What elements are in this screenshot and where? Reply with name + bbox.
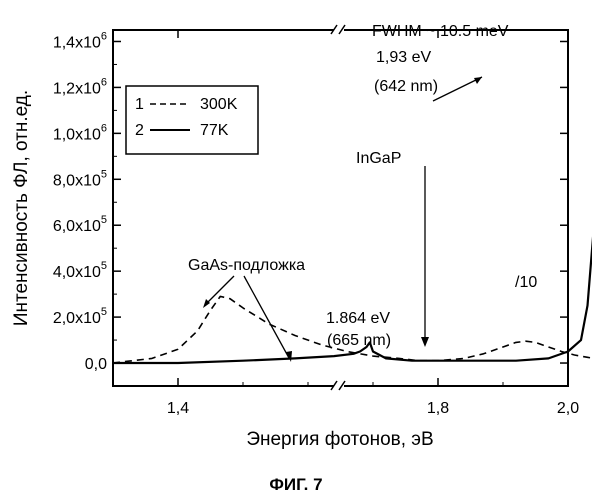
arrow-to-main-peak (433, 77, 482, 101)
y-tick-label: 8,0x105 (53, 168, 107, 189)
y-tick-label: 1,0x106 (53, 122, 107, 143)
legend: 1 300K 2 77K (126, 86, 258, 154)
y-tick-exponent: 6 (101, 122, 107, 134)
arrow-to-gaas-300k (205, 276, 234, 305)
y-tick-exponent: 5 (101, 260, 107, 272)
y-tick-label: 6,0x105 (53, 214, 107, 235)
x-tick-label: 1,8 (427, 400, 449, 417)
y-tick-exponent: 5 (101, 168, 107, 180)
y-tick-label: 4,0x105 (53, 260, 107, 281)
y-tick-label: 1,4x106 (53, 30, 107, 51)
axis-break-bottom (331, 381, 345, 390)
annotation-second-energy: 1.864 eV (326, 310, 390, 327)
figure-caption: ФИГ. 7 (269, 475, 322, 494)
y-tick-label: 1,2x106 (53, 76, 107, 97)
y-tick-exponent: 5 (101, 214, 107, 226)
arrow-to-gaas-77k (244, 276, 289, 358)
x-tick-label: 1,4 (167, 400, 189, 417)
annotation-fwhm: FWHM ~ 10.5 meV (372, 23, 509, 40)
y-tick-exponent: 6 (101, 76, 107, 88)
arrowhead-gaas-77k (286, 351, 292, 362)
legend-box (126, 86, 258, 154)
legend-label-77k: 77K (200, 122, 229, 139)
annotation-gaas-substrate: GaAs-подложка (188, 257, 305, 274)
legend-index-1: 1 (135, 96, 144, 113)
y-tick-label: 2,0x105 (53, 306, 107, 327)
legend-index-2: 2 (135, 122, 144, 139)
arrowhead-ingap-300k (421, 337, 429, 347)
y-tick-exponent: 6 (101, 30, 107, 42)
annotation-ingap: InGaP (356, 150, 401, 167)
x-tick-label: 2,0 (557, 400, 579, 417)
y-axis-title: Интенсивность ФЛ, отн.ед. (11, 90, 32, 326)
annotation-peak-energy: 1,93 eV (376, 49, 431, 66)
y-tick-exponent: 5 (101, 306, 107, 318)
legend-label-300k: 300K (200, 96, 238, 113)
axis-break-top (331, 25, 345, 34)
annotation-second-wavelength: (665 nm) (327, 332, 391, 349)
y-axis-ticks: 0,0 2,0x105 4,0x105 6,0x105 8,0x105 1,0x106 1,… (53, 30, 568, 373)
x-axis-title: Энергия фотонов, эВ (246, 429, 433, 450)
annotation-divisor: /10 (515, 274, 537, 291)
y-tick-label: 0,0 (85, 356, 107, 373)
annotation-peak-wavelength: (642 nm) (374, 78, 438, 95)
